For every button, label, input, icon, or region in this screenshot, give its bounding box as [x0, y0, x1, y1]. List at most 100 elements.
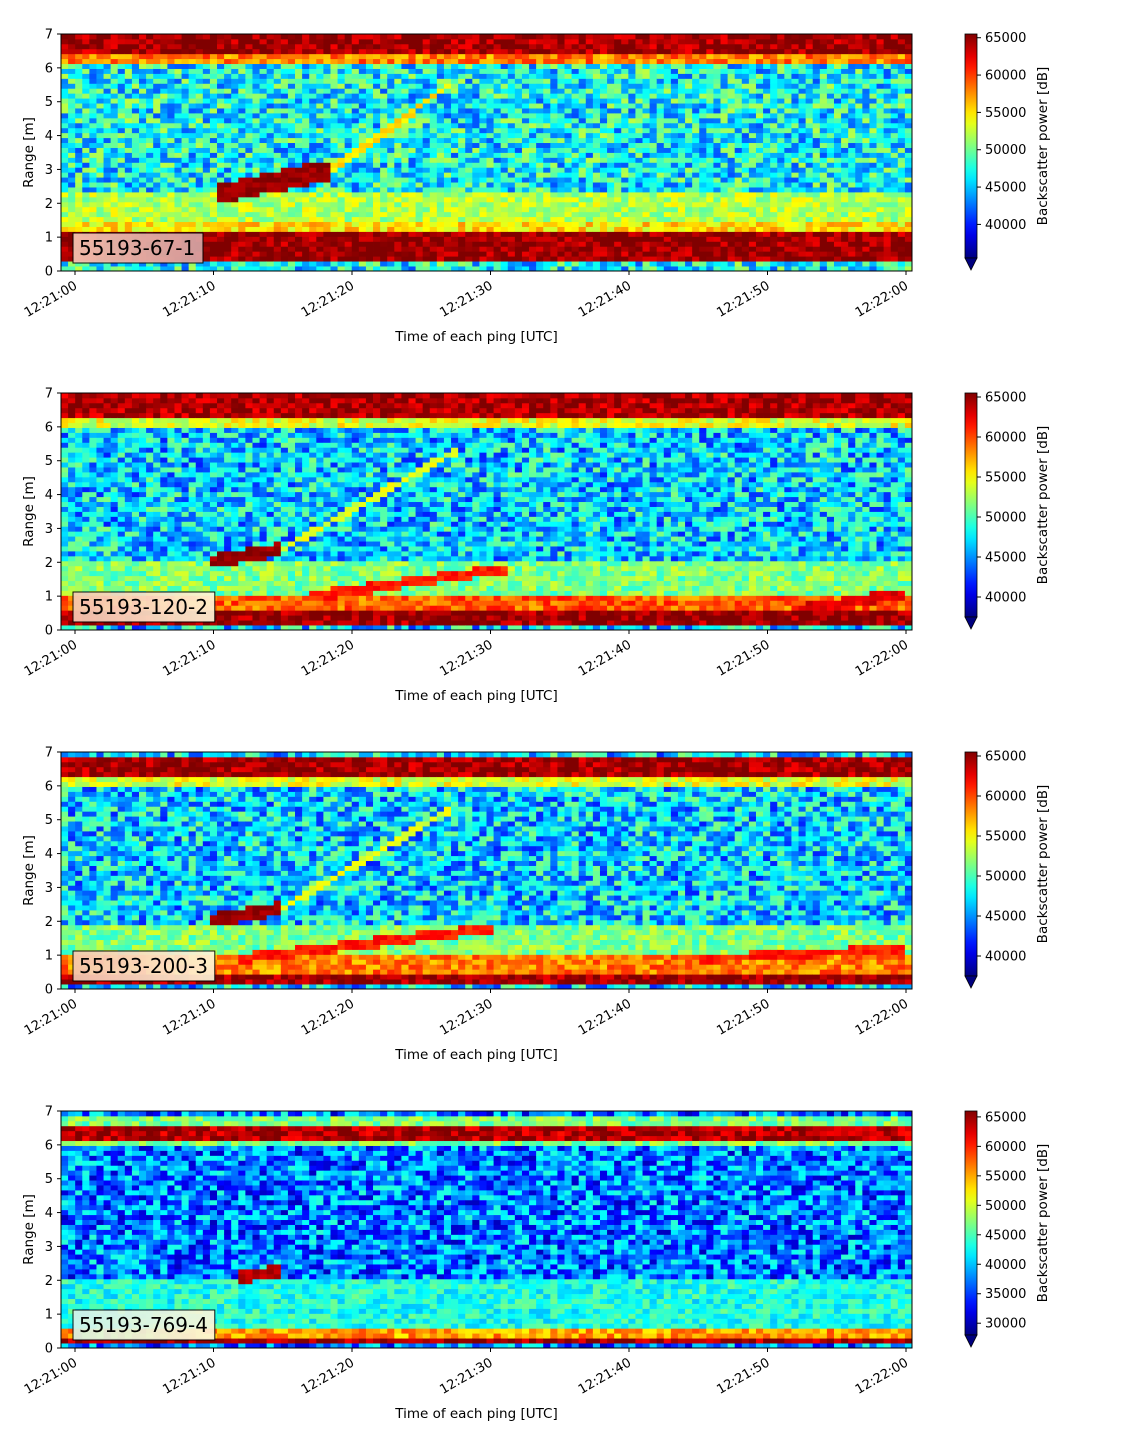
heatmap-cell — [755, 63, 764, 69]
heatmap-cell — [734, 98, 743, 104]
heatmap-cell — [571, 241, 580, 247]
heatmap-cell — [358, 68, 367, 74]
heatmap-cell — [117, 196, 126, 203]
heatmap-cell — [429, 167, 438, 173]
heatmap-cell — [295, 98, 303, 104]
heatmap-cell — [273, 103, 282, 109]
heatmap-cell — [139, 38, 147, 45]
heatmap-cell — [741, 73, 750, 79]
heatmap-cell — [734, 58, 743, 65]
heatmap-cell — [188, 152, 197, 158]
heatmap-cell — [280, 206, 289, 213]
heatmap-cell — [380, 142, 388, 148]
heatmap-cell — [656, 93, 665, 99]
heatmap-cell — [181, 172, 190, 178]
heatmap-cell — [259, 43, 268, 50]
heatmap-cell — [82, 266, 90, 271]
heatmap-cell — [231, 187, 239, 193]
heatmap-cell — [571, 68, 580, 74]
heatmap-cell — [238, 147, 246, 153]
heatmap-cell — [245, 137, 253, 144]
heatmap-cell — [160, 152, 168, 158]
heatmap-cell — [380, 103, 388, 109]
heatmap-cell — [167, 93, 175, 99]
heatmap-cell — [699, 147, 707, 153]
heatmap-cell — [302, 221, 310, 227]
heatmap-cell — [181, 162, 190, 168]
heatmap-cell — [628, 142, 636, 148]
heatmap-cell — [323, 152, 331, 158]
heatmap-cell — [755, 88, 764, 94]
heatmap-cell — [401, 216, 409, 223]
heatmap-cell — [273, 63, 282, 69]
heatmap-cell — [167, 261, 175, 267]
heatmap-cell — [748, 137, 757, 144]
heatmap-cell — [514, 132, 523, 139]
heatmap-cell — [734, 211, 743, 218]
heatmap-cell — [231, 93, 239, 99]
heatmap-cell — [408, 34, 416, 40]
heatmap-cell — [167, 152, 175, 158]
heatmap-cell — [451, 43, 459, 50]
heatmap-cell — [642, 58, 651, 65]
heatmap-cell — [592, 53, 601, 60]
heatmap-cell — [160, 78, 168, 84]
heatmap-cell — [153, 48, 161, 55]
heatmap-cell — [493, 201, 502, 208]
heatmap-cell — [344, 142, 353, 148]
heatmap-cell — [302, 113, 310, 119]
heatmap-cell — [429, 93, 438, 99]
heatmap-cell — [358, 103, 367, 109]
heatmap-cell — [202, 98, 211, 104]
heatmap-cell — [656, 261, 665, 267]
heatmap-cell — [663, 88, 672, 94]
heatmap-cell — [188, 43, 197, 50]
heatmap-cell — [550, 142, 558, 148]
heatmap-cell — [493, 73, 502, 79]
heatmap-cell — [699, 241, 707, 247]
heatmap-cell — [458, 266, 466, 271]
heatmap-cell — [280, 216, 289, 223]
heatmap-cell — [344, 187, 353, 193]
heatmap-cell — [139, 221, 147, 227]
heatmap-cell — [316, 43, 324, 50]
heatmap-cell — [677, 182, 686, 188]
heatmap-cell — [231, 147, 239, 153]
heatmap-cell — [408, 196, 416, 203]
heatmap-cell — [224, 53, 232, 60]
heatmap-cell — [607, 216, 615, 223]
heatmap-cell — [117, 88, 126, 94]
heatmap-cell — [755, 206, 764, 213]
heatmap-cell — [578, 122, 587, 129]
heatmap-cell — [146, 68, 154, 74]
heatmap-cell — [550, 48, 558, 55]
heatmap-cell — [443, 256, 452, 262]
heatmap-cell — [571, 83, 580, 89]
heatmap-cell — [578, 261, 587, 267]
heatmap-cell — [571, 246, 580, 252]
heatmap-cell — [131, 211, 140, 218]
heatmap-cell — [309, 201, 317, 208]
heatmap-cell — [309, 162, 317, 168]
heatmap-cell — [181, 216, 190, 223]
heatmap-cell — [472, 256, 480, 262]
heatmap-cell — [585, 108, 594, 114]
heatmap-cell — [266, 88, 275, 94]
heatmap-cell — [401, 231, 409, 237]
heatmap-cell — [465, 201, 473, 208]
heatmap-cell — [146, 137, 154, 144]
heatmap-cell — [727, 211, 736, 218]
heatmap-cell — [578, 137, 587, 144]
heatmap-cell — [599, 152, 608, 158]
heatmap-cell — [387, 182, 395, 188]
heatmap-cell — [692, 187, 700, 193]
heatmap-cell — [167, 162, 175, 168]
heatmap-cell — [316, 98, 324, 104]
heatmap-cell — [436, 152, 445, 158]
heatmap-cell — [607, 251, 615, 257]
heatmap-cell — [479, 88, 487, 94]
heatmap-cell — [68, 261, 76, 267]
heatmap-cell — [748, 132, 757, 139]
heatmap-cell — [358, 98, 367, 104]
heatmap-cell — [96, 147, 104, 153]
